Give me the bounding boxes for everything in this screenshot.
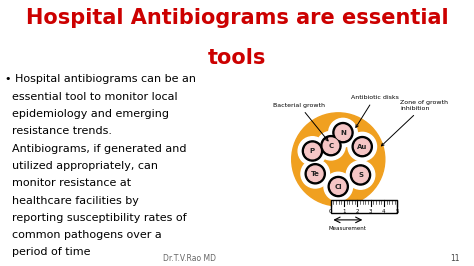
Text: 0: 0 bbox=[329, 209, 332, 214]
Circle shape bbox=[321, 136, 341, 156]
Text: Te: Te bbox=[311, 171, 319, 177]
Text: period of time: period of time bbox=[5, 247, 90, 257]
Text: 5: 5 bbox=[395, 209, 399, 214]
Circle shape bbox=[335, 125, 351, 140]
Text: Zone of growth
inhibition: Zone of growth inhibition bbox=[382, 100, 448, 146]
Circle shape bbox=[317, 131, 345, 160]
Circle shape bbox=[348, 132, 376, 161]
Circle shape bbox=[305, 164, 325, 184]
Text: 2: 2 bbox=[356, 209, 359, 214]
Circle shape bbox=[301, 160, 329, 188]
Text: 3: 3 bbox=[369, 209, 372, 214]
Circle shape bbox=[328, 176, 348, 197]
Text: Au: Au bbox=[357, 144, 367, 150]
Text: Measurement: Measurement bbox=[328, 226, 366, 231]
Text: common pathogens over a: common pathogens over a bbox=[5, 230, 162, 240]
Circle shape bbox=[305, 143, 320, 159]
Text: Cl: Cl bbox=[335, 184, 342, 190]
Circle shape bbox=[352, 136, 372, 157]
Text: epidemiology and emerging: epidemiology and emerging bbox=[5, 109, 169, 119]
Text: Bacterial growth: Bacterial growth bbox=[273, 103, 328, 141]
Circle shape bbox=[292, 113, 385, 206]
Text: 4: 4 bbox=[382, 209, 386, 214]
Text: healthcare facilities by: healthcare facilities by bbox=[5, 196, 138, 206]
Text: • Hospital antibiograms can be an: • Hospital antibiograms can be an bbox=[5, 74, 196, 85]
Text: Antibiotic disks: Antibiotic disks bbox=[351, 95, 399, 127]
Circle shape bbox=[333, 123, 353, 143]
Text: S: S bbox=[358, 172, 363, 178]
Text: essential tool to monitor local: essential tool to monitor local bbox=[5, 92, 177, 102]
Circle shape bbox=[323, 138, 339, 153]
Circle shape bbox=[324, 172, 353, 201]
Text: Hospital Antibiograms are essential: Hospital Antibiograms are essential bbox=[26, 8, 448, 28]
Text: P: P bbox=[310, 148, 315, 154]
Text: reporting susceptibility rates of: reporting susceptibility rates of bbox=[5, 213, 186, 223]
Text: 1: 1 bbox=[342, 209, 346, 214]
Text: C: C bbox=[328, 143, 334, 149]
Text: utilized appropriately, can: utilized appropriately, can bbox=[5, 161, 158, 171]
Text: tools: tools bbox=[208, 48, 266, 68]
Circle shape bbox=[328, 118, 357, 147]
Text: monitor resistance at: monitor resistance at bbox=[5, 178, 131, 188]
Circle shape bbox=[353, 167, 368, 183]
Circle shape bbox=[330, 179, 346, 194]
Text: 11: 11 bbox=[450, 254, 460, 263]
Circle shape bbox=[355, 139, 370, 154]
Text: Antibiograms, if generated and: Antibiograms, if generated and bbox=[5, 144, 186, 154]
Circle shape bbox=[346, 161, 375, 189]
Circle shape bbox=[298, 137, 327, 165]
Bar bbox=[330, 200, 397, 213]
Circle shape bbox=[308, 166, 323, 181]
Text: N: N bbox=[340, 130, 346, 136]
Text: Dr.T.V.Rao MD: Dr.T.V.Rao MD bbox=[163, 254, 216, 263]
Circle shape bbox=[350, 165, 371, 185]
Text: resistance trends.: resistance trends. bbox=[5, 126, 112, 136]
Circle shape bbox=[302, 141, 322, 161]
